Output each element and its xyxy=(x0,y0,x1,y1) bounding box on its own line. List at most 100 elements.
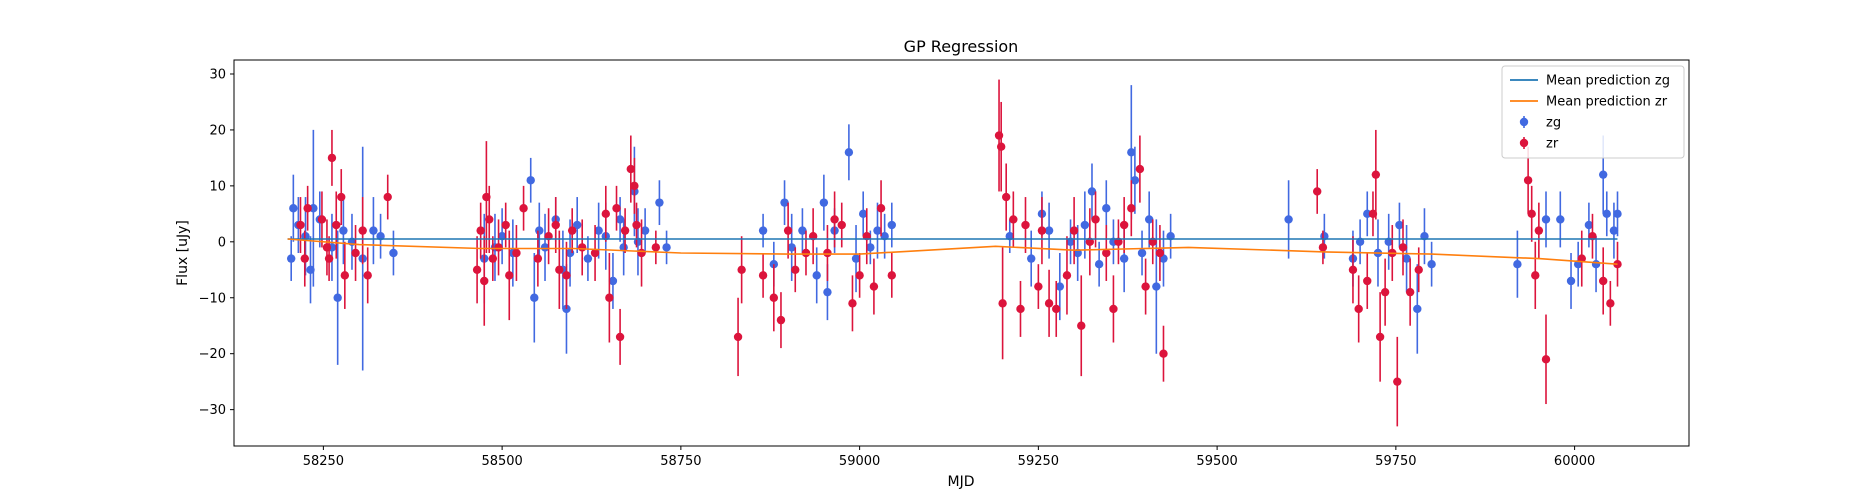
zr-point-103 xyxy=(1531,271,1540,280)
zr-point-10 xyxy=(351,248,360,258)
zr-point-53 xyxy=(830,215,839,224)
x-tick-label-3: 59000 xyxy=(839,454,880,469)
zr-point-82 xyxy=(1135,164,1145,174)
zr-point-72 xyxy=(1062,271,1072,280)
zg-point-68 xyxy=(1127,148,1136,157)
zg-point-51 xyxy=(866,243,875,252)
zr-point-19 xyxy=(488,254,498,263)
zr-point-55 xyxy=(848,299,857,308)
series-zr xyxy=(296,79,1622,427)
zg-point-67 xyxy=(1119,254,1129,263)
zr-point-45 xyxy=(758,271,768,280)
zr-point-2 xyxy=(303,204,312,213)
zr-point-54 xyxy=(837,220,846,230)
y-tick-label-2: −10 xyxy=(199,291,226,306)
x-tick-label-1: 58500 xyxy=(481,454,522,469)
zg-point-83 xyxy=(1402,254,1411,263)
zr-point-62 xyxy=(996,142,1006,151)
zg-point-97 xyxy=(1613,209,1622,219)
zr-point-14 xyxy=(472,265,482,274)
zr-point-33 xyxy=(601,209,610,219)
y-axis-label: Flux [uJy] xyxy=(175,220,191,286)
zr-point-102 xyxy=(1527,209,1536,219)
zr-point-71 xyxy=(1052,304,1061,314)
zg-point-20 xyxy=(530,293,539,302)
zg-point-90 xyxy=(1566,276,1576,286)
line-Mean prediction zr xyxy=(287,238,1618,265)
legend-label-Mean prediction zg: Mean prediction zg xyxy=(1546,74,1670,89)
zr-point-42 xyxy=(651,243,661,252)
zr-point-59 xyxy=(876,204,886,213)
zr-point-18 xyxy=(485,215,494,224)
zr-point-50 xyxy=(801,248,811,258)
zr-point-91 xyxy=(1363,276,1372,286)
zr-point-0 xyxy=(296,220,305,230)
x-tick-label-0: 58250 xyxy=(303,454,344,469)
zg-point-82 xyxy=(1395,220,1404,230)
axes: 58250 58500 58750 59000 59250 59500 59750 60000… xyxy=(199,67,1596,469)
zr-point-68 xyxy=(1034,282,1043,291)
zr-point-97 xyxy=(1393,377,1402,386)
chart-title: GP Regression xyxy=(904,37,1019,56)
zg-point-9 xyxy=(339,226,348,235)
zr-point-90 xyxy=(1354,304,1363,314)
zg-point-94 xyxy=(1599,170,1608,179)
legend-swatch-zg xyxy=(1519,117,1529,127)
y-tick-label-3: 0 xyxy=(218,235,226,250)
zg-point-0 xyxy=(286,254,296,263)
zr-point-16 xyxy=(480,276,489,286)
zr-point-36 xyxy=(615,332,625,342)
zg-point-28 xyxy=(583,254,593,263)
zg-point-87 xyxy=(1513,259,1522,269)
zr-point-11 xyxy=(358,226,367,235)
legend-box xyxy=(1501,65,1685,159)
zg-point-49 xyxy=(851,254,861,263)
x-tick-label-5: 59500 xyxy=(1196,454,1237,469)
zg-point-88 xyxy=(1541,215,1551,224)
zg-point-58 xyxy=(1044,226,1054,235)
zg-point-72 xyxy=(1152,282,1161,291)
zg-point-63 xyxy=(1087,187,1097,196)
zg-point-64 xyxy=(1094,259,1104,269)
plot-area xyxy=(286,79,1622,427)
legend-label-zg: zg xyxy=(1546,116,1561,131)
legend: Mean prediction zg Mean prediction zr zg zr xyxy=(1501,65,1685,159)
zr-point-47 xyxy=(776,315,786,325)
zg-point-75 xyxy=(1284,215,1293,224)
zg-point-48 xyxy=(844,148,854,157)
y-tick-label-6: 30 xyxy=(209,67,226,82)
zr-point-39 xyxy=(630,181,639,191)
zr-point-12 xyxy=(363,271,372,280)
zr-point-58 xyxy=(869,282,879,291)
zr-point-60 xyxy=(887,271,896,280)
y-tick-label-0: −30 xyxy=(199,403,226,418)
zr-point-23 xyxy=(512,248,521,258)
zr-point-85 xyxy=(1155,248,1165,258)
zg-point-12 xyxy=(369,226,378,235)
zr-point-86 xyxy=(1159,349,1168,358)
zg-point-93 xyxy=(1591,259,1601,269)
zr-point-70 xyxy=(1044,299,1054,308)
zr-point-34 xyxy=(605,293,614,302)
zg-point-89 xyxy=(1556,215,1565,224)
zr-point-48 xyxy=(783,226,793,235)
zr-point-110 xyxy=(1613,259,1622,269)
zr-point-20 xyxy=(494,243,503,252)
y-tick-label-4: 10 xyxy=(209,179,226,194)
zg-point-92 xyxy=(1584,220,1594,230)
zr-point-78 xyxy=(1109,304,1118,314)
zg-point-8 xyxy=(333,293,342,302)
zr-point-49 xyxy=(791,265,800,274)
x-tick-label-4: 59250 xyxy=(1018,454,1059,469)
zr-point-95 xyxy=(1380,287,1390,297)
zr-point-22 xyxy=(505,271,514,280)
x-tick-label-6: 59750 xyxy=(1375,454,1416,469)
zg-point-62 xyxy=(1080,220,1090,230)
zr-point-66 xyxy=(1016,304,1025,314)
legend-swatch-zr xyxy=(1519,138,1529,148)
legend-label-zr: zr xyxy=(1546,137,1559,152)
zr-point-67 xyxy=(1021,220,1030,230)
zg-point-50 xyxy=(858,209,868,219)
x-axis-label: MJD xyxy=(948,474,975,490)
